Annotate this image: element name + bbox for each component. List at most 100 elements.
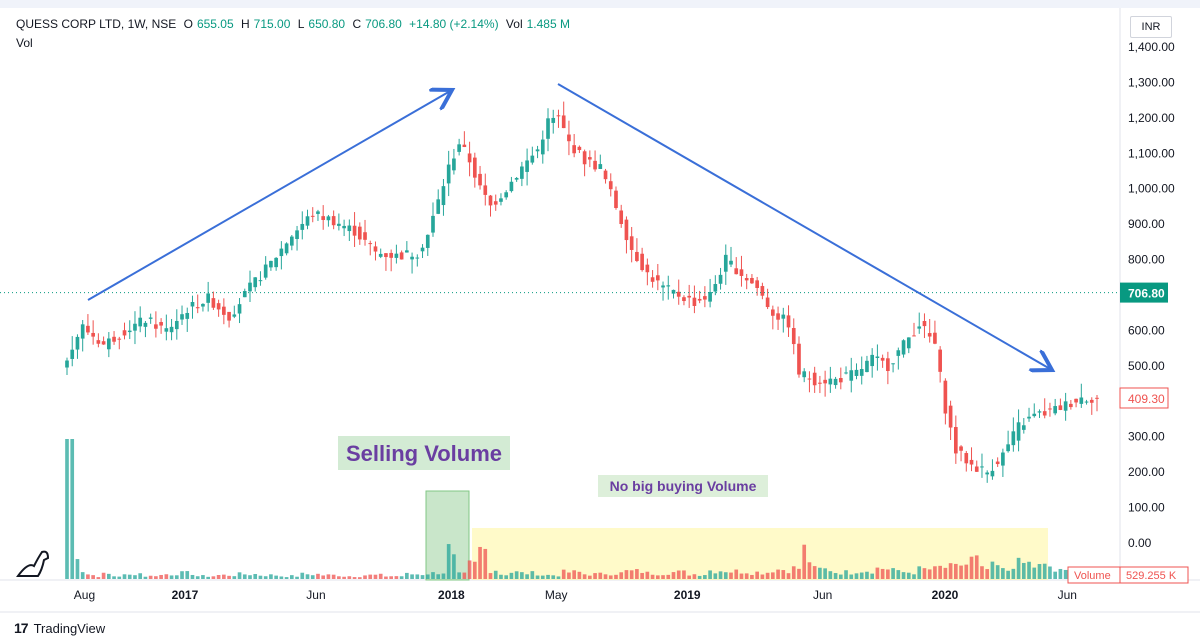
- volume-bar: [598, 572, 603, 579]
- candle-body: [363, 232, 367, 240]
- x-tick-label: Jun: [1058, 588, 1077, 602]
- candle-body: [943, 380, 948, 414]
- chart-background: [0, 8, 1200, 613]
- volume-bar: [410, 574, 414, 579]
- candle-body: [1089, 399, 1094, 403]
- candle-body: [101, 341, 106, 345]
- volume-bar: [1048, 566, 1052, 579]
- candle-body: [457, 144, 461, 152]
- volume-bar: [300, 572, 305, 579]
- candle-body: [263, 264, 268, 278]
- volume-bar: [122, 574, 127, 579]
- volume-bar: [253, 574, 258, 579]
- currency-button[interactable]: INR: [1130, 16, 1172, 38]
- volume-tag-label: Volume: [1074, 570, 1111, 582]
- volume-bar: [807, 562, 812, 579]
- volume-bar: [954, 563, 958, 579]
- volume-bar: [331, 574, 336, 579]
- candle-body: [577, 146, 582, 151]
- volume-bar: [833, 573, 838, 579]
- volume-bar: [117, 576, 122, 579]
- candle-body: [1021, 425, 1026, 430]
- volume-bar: [342, 576, 346, 579]
- last-price-tag-label: 706.80: [1128, 287, 1165, 301]
- candle-body: [640, 253, 644, 271]
- candle-body: [75, 336, 80, 350]
- y-tick-label: 800.00: [1128, 253, 1165, 267]
- candle-body: [948, 405, 953, 428]
- candle-body: [833, 378, 838, 386]
- candle-body: [718, 274, 723, 284]
- candle-body: [546, 118, 550, 139]
- tradingview-footer[interactable]: 17 TradingView: [14, 620, 105, 636]
- volume-bar: [959, 565, 963, 579]
- candle-body: [399, 252, 404, 260]
- candle-body: [389, 252, 393, 258]
- volume-bar: [990, 561, 995, 579]
- volume-bar: [771, 572, 775, 579]
- candle-body: [321, 216, 326, 220]
- volume-bar: [572, 570, 576, 579]
- volume-bar: [640, 572, 644, 579]
- volume-bar: [614, 574, 618, 579]
- volume-bar: [1027, 561, 1031, 579]
- volume-bar: [133, 575, 137, 579]
- volume-bar: [420, 575, 425, 579]
- selling-volume-label-bg: [338, 436, 510, 470]
- volume-bar: [436, 574, 441, 579]
- volume-bar: [274, 575, 278, 579]
- candle-body: [180, 314, 184, 320]
- volume-bar: [666, 574, 671, 579]
- volume-bar: [258, 575, 263, 579]
- candle-body: [352, 225, 357, 236]
- candle-body: [138, 317, 143, 327]
- candle-body: [671, 289, 676, 294]
- volume-bar: [248, 575, 252, 579]
- y-tick-label: 600.00: [1128, 323, 1165, 337]
- volume-bar: [682, 570, 686, 579]
- volume-bar: [206, 576, 210, 579]
- candle-body: [614, 190, 618, 209]
- candle-body: [384, 253, 388, 258]
- candle-body: [865, 360, 869, 373]
- volume-bar: [781, 570, 786, 579]
- candle-body: [969, 459, 974, 465]
- volume-bar: [776, 569, 780, 579]
- candle-body: [729, 260, 733, 265]
- candle-body: [65, 360, 69, 368]
- candle-body: [478, 173, 482, 186]
- candle-body: [985, 472, 990, 475]
- volume-bar: [347, 576, 352, 579]
- volume-bar: [697, 575, 702, 579]
- volume-bar: [561, 569, 566, 579]
- volume-bar: [723, 572, 728, 579]
- volume-bar: [865, 571, 869, 579]
- candle-body: [886, 358, 890, 372]
- high-label: H: [241, 17, 250, 31]
- candle-body: [436, 199, 441, 214]
- candle-body: [906, 337, 911, 349]
- low-value: 650.80: [308, 17, 346, 31]
- candle-body: [870, 354, 875, 367]
- volume-bar: [159, 574, 163, 579]
- volume-bar: [509, 572, 514, 579]
- candle-body: [237, 304, 242, 314]
- volume-bar: [80, 572, 85, 579]
- candle-body: [791, 328, 796, 345]
- candle-body: [289, 236, 294, 246]
- candle-body: [755, 280, 759, 288]
- volume-bar: [106, 573, 111, 579]
- candle-body: [452, 158, 456, 171]
- candle-body: [530, 155, 535, 163]
- volume-bar: [948, 563, 953, 579]
- candle-body: [232, 314, 237, 317]
- volume-bar: [844, 570, 848, 579]
- volume-bar: [546, 574, 550, 579]
- candle-body: [959, 446, 963, 451]
- volume-bar: [446, 544, 451, 579]
- candle-body: [368, 243, 373, 245]
- volume-bar: [504, 575, 509, 579]
- volume-bar: [201, 575, 205, 579]
- volume-bar: [352, 577, 357, 579]
